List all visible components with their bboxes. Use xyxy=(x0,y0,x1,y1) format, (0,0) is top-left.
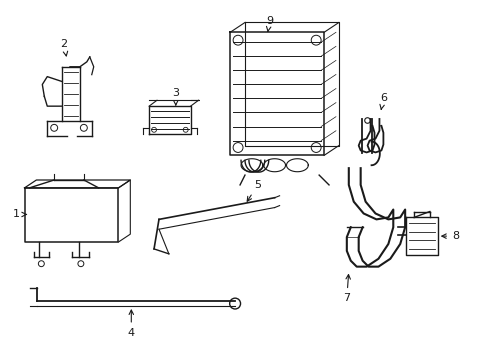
Text: 8: 8 xyxy=(441,231,458,241)
Text: 7: 7 xyxy=(343,275,350,303)
Text: 5: 5 xyxy=(247,180,261,201)
Text: 1: 1 xyxy=(13,210,26,220)
Text: 6: 6 xyxy=(379,93,386,109)
Text: 9: 9 xyxy=(265,15,273,31)
Text: 2: 2 xyxy=(61,39,67,56)
Text: 4: 4 xyxy=(127,310,135,338)
Text: 3: 3 xyxy=(172,88,179,105)
